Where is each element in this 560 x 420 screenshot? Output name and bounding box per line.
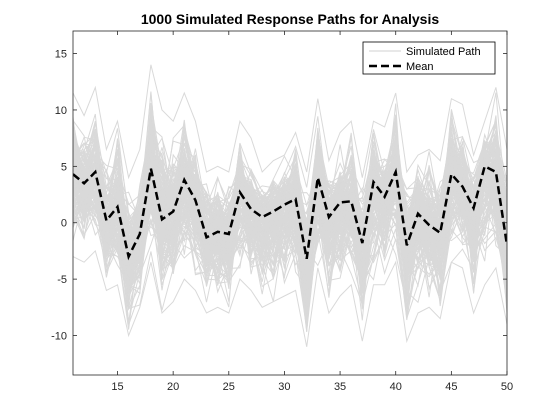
y-tick-label: 10 — [55, 105, 67, 117]
x-tick-label: 15 — [111, 381, 123, 393]
y-tick-label: 15 — [55, 49, 67, 61]
series-group — [73, 64, 507, 347]
plot-area — [73, 64, 507, 347]
simulated-path-line — [73, 131, 507, 278]
mean-line — [73, 164, 507, 261]
x-tick-label: 20 — [167, 381, 179, 393]
x-tick-label: 40 — [390, 381, 402, 393]
y-tick-label: 0 — [61, 218, 67, 230]
x-tick-label: 35 — [334, 381, 346, 393]
x-tick-label: 25 — [223, 381, 235, 393]
x-tick-label: 50 — [501, 381, 513, 393]
simulated-path-line — [73, 112, 507, 263]
y-axis: -10 -5 0 5 10 15 — [51, 49, 507, 343]
simulated-path-line — [73, 103, 507, 282]
simulated-path-line — [73, 169, 507, 329]
axes-frame — [72, 30, 508, 376]
y-tick-label: -5 — [57, 274, 67, 286]
y-tick-label: 5 — [61, 161, 67, 173]
x-tick-label: 45 — [445, 381, 457, 393]
simulated-path-line — [73, 117, 507, 278]
simulated-path-line — [73, 132, 507, 296]
legend-label-simulated-path: Simulated Path — [406, 46, 481, 58]
simulated-path-line — [73, 139, 507, 290]
x-axis: 15 20 25 30 35 40 45 50 — [111, 31, 513, 393]
legend-label-mean: Mean — [406, 61, 434, 73]
simulated-path-upper-edge — [73, 64, 507, 180]
legend-box — [362, 41, 496, 75]
y-tick-label: -10 — [51, 331, 67, 343]
simulated-path-line — [73, 109, 507, 250]
simulated-path-line — [73, 151, 507, 321]
chart-title: 1000 Simulated Response Paths for Analys… — [141, 11, 439, 27]
legend: Simulated Path Mean — [362, 41, 496, 75]
simulated-path-lower-edge — [73, 249, 507, 347]
x-tick-label: 30 — [278, 381, 290, 393]
